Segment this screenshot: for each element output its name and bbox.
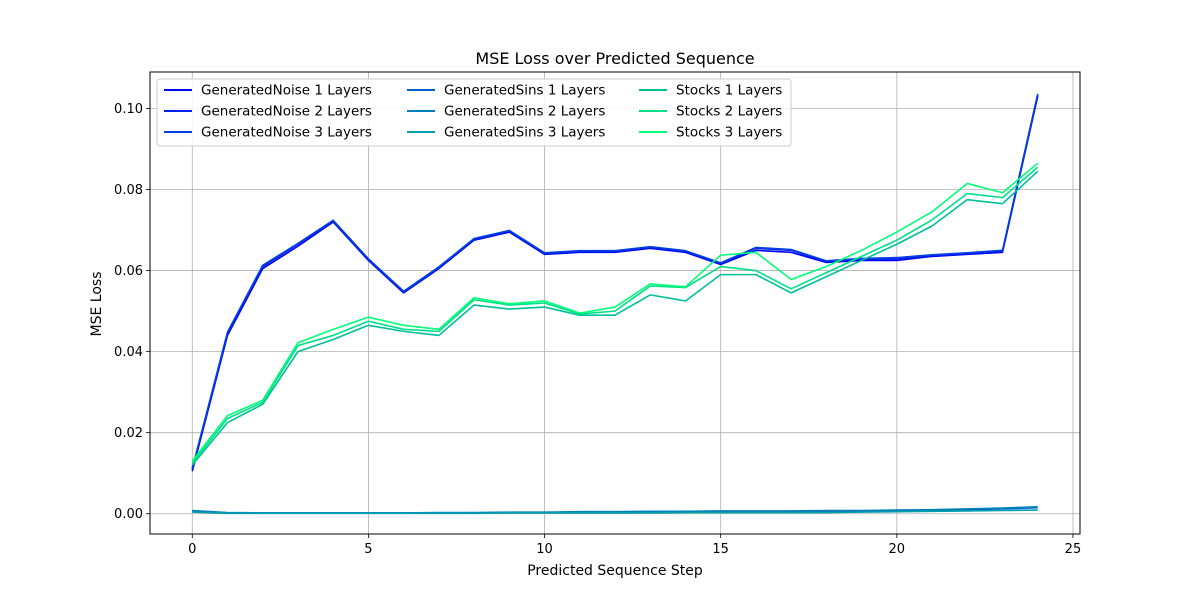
legend-label: Stocks 2 Layers [676,104,782,120]
x-tick-label: 15 [712,542,729,557]
y-tick-label: 0.04 [114,345,143,360]
y-tick-label: 0.08 [114,183,143,198]
legend-box [156,78,792,147]
x-tick-label: 20 [889,542,906,557]
x-tick-label: 10 [536,542,553,557]
y-tick-label: 0.10 [114,102,143,117]
axes: 0 5 10 15 20 25 0.00 0.02 0.04 0.06 0.08 0.10 [114,102,1081,557]
legend-label: Stocks 3 Layers [676,125,782,141]
legend-label: GeneratedNoise 1 Layers [201,83,372,99]
x-tick-label: 0 [188,542,196,557]
legend-label: GeneratedSins 1 Layers [444,83,605,99]
series-line-3 [191,93,1039,469]
legend: GeneratedNoise 1 Layers GeneratedNoise 2 … [156,78,792,147]
series-layer [191,93,1039,515]
series-line-6 [192,509,1038,515]
legend-label: Stocks 1 Layers [676,83,782,99]
legend-label: GeneratedSins 3 Layers [444,125,605,141]
plot-frame [149,71,1081,535]
y-tick-label: 0.00 [114,507,143,522]
x-axis-label: Predicted Sequence Step [527,563,703,579]
y-tick-label: 0.02 [114,426,143,441]
x-tick-label: 25 [1065,542,1082,557]
series-line-8 [191,166,1039,464]
x-tick-label: 5 [364,542,372,557]
legend-label: GeneratedSins 2 Layers [444,104,605,120]
series-line-7 [191,170,1039,466]
legend-label: GeneratedNoise 3 Layers [201,125,372,141]
series-line-9 [191,162,1039,462]
y-tick-label: 0.06 [114,264,143,279]
legend-label: GeneratedNoise 2 Layers [201,104,372,120]
chart-title: MSE Loss over Predicted Sequence [475,49,754,68]
y-axis-label: MSE Loss [89,272,105,337]
